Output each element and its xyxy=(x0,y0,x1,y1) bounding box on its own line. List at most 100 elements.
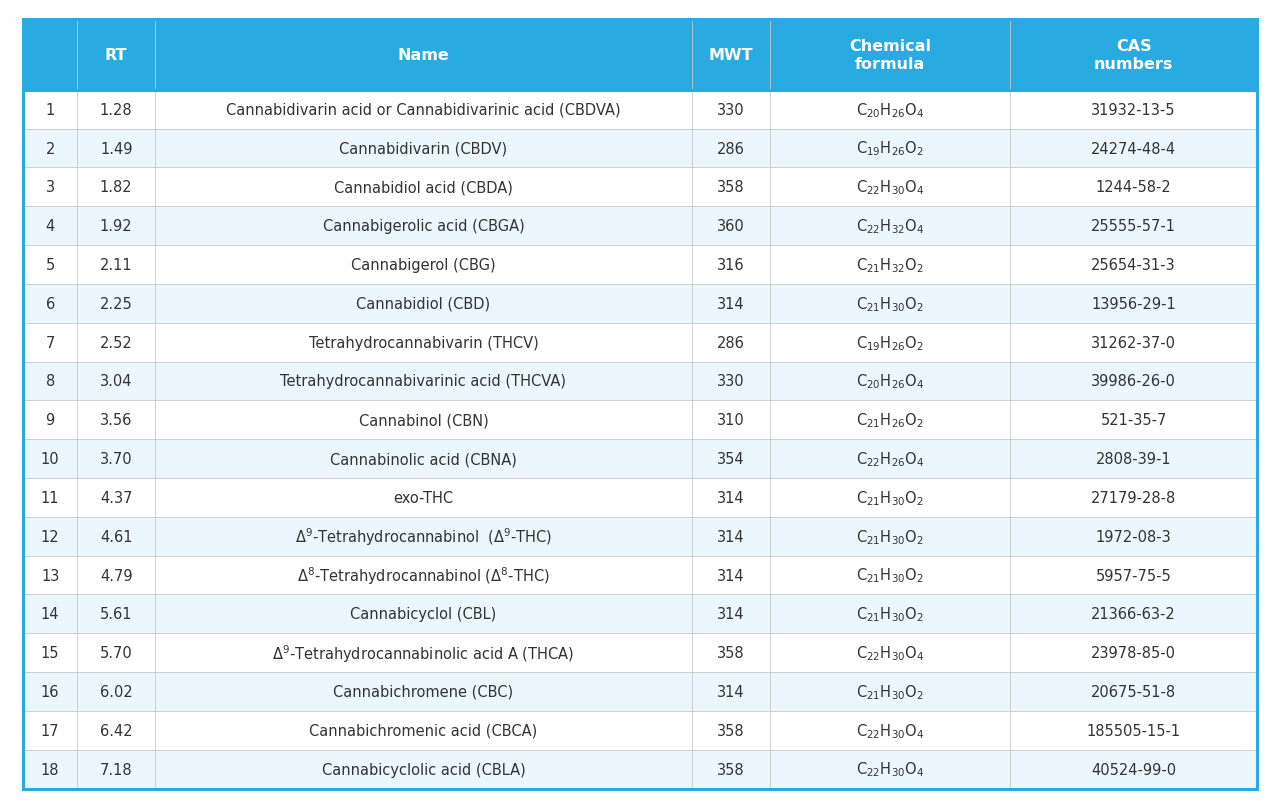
Bar xyxy=(155,517,691,556)
Text: 330: 330 xyxy=(717,374,745,389)
Text: 24274-48-4: 24274-48-4 xyxy=(1091,141,1176,157)
Bar xyxy=(1010,479,1257,517)
Bar xyxy=(155,440,691,479)
Text: 314: 314 xyxy=(717,296,745,312)
Text: 3.56: 3.56 xyxy=(100,413,132,428)
Bar xyxy=(1010,401,1257,440)
Text: 15: 15 xyxy=(41,646,59,660)
Bar xyxy=(77,246,155,284)
Text: 360: 360 xyxy=(717,219,745,234)
Text: RT: RT xyxy=(105,48,128,63)
Text: Cannabicyclol (CBL): Cannabicyclol (CBL) xyxy=(351,606,497,622)
Bar xyxy=(23,324,77,362)
Text: 2.52: 2.52 xyxy=(100,335,133,350)
Bar xyxy=(691,324,769,362)
Text: $\mathregular{C_{21}H_{30}O_{2}}$: $\mathregular{C_{21}H_{30}O_{2}}$ xyxy=(856,683,924,701)
Bar xyxy=(769,324,1010,362)
Text: MWT: MWT xyxy=(708,48,753,63)
Text: 13: 13 xyxy=(41,568,59,583)
Bar xyxy=(691,711,769,750)
Bar xyxy=(769,91,1010,129)
Bar xyxy=(155,401,691,440)
Bar xyxy=(23,169,77,207)
Text: 25654-31-3: 25654-31-3 xyxy=(1092,258,1176,273)
Text: 5957-75-5: 5957-75-5 xyxy=(1096,568,1171,583)
Text: 13956-29-1: 13956-29-1 xyxy=(1091,296,1176,312)
Text: 8: 8 xyxy=(46,374,55,389)
Text: 314: 314 xyxy=(717,684,745,699)
Text: 2.25: 2.25 xyxy=(100,296,133,312)
Text: $\mathregular{C_{21}H_{30}O_{2}}$: $\mathregular{C_{21}H_{30}O_{2}}$ xyxy=(856,488,924,507)
Text: 21366-63-2: 21366-63-2 xyxy=(1091,606,1176,622)
Bar xyxy=(77,324,155,362)
Bar xyxy=(77,129,155,169)
Bar xyxy=(77,169,155,207)
Bar xyxy=(77,750,155,789)
Bar xyxy=(769,711,1010,750)
Bar xyxy=(691,517,769,556)
Text: 316: 316 xyxy=(717,258,745,273)
Bar xyxy=(691,20,769,91)
Text: Cannabidivarin acid or Cannabidivarinic acid (CBDVA): Cannabidivarin acid or Cannabidivarinic … xyxy=(227,103,621,117)
Text: $\mathregular{C_{20}H_{26}O_{4}}$: $\mathregular{C_{20}H_{26}O_{4}}$ xyxy=(856,101,924,120)
Text: Cannabinol (CBN): Cannabinol (CBN) xyxy=(358,413,489,428)
Bar xyxy=(1010,362,1257,401)
Text: 6: 6 xyxy=(46,296,55,312)
Text: 31932-13-5: 31932-13-5 xyxy=(1092,103,1176,117)
Bar xyxy=(155,479,691,517)
Bar xyxy=(769,362,1010,401)
Bar xyxy=(1010,750,1257,789)
Text: 6.42: 6.42 xyxy=(100,723,133,738)
Text: 1: 1 xyxy=(46,103,55,117)
Text: 314: 314 xyxy=(717,491,745,505)
Text: 10: 10 xyxy=(41,451,59,467)
Bar xyxy=(23,672,77,711)
Text: 286: 286 xyxy=(717,335,745,350)
Text: $\mathregular{C_{22}H_{30}O_{4}}$: $\mathregular{C_{22}H_{30}O_{4}}$ xyxy=(856,178,924,197)
Bar xyxy=(155,169,691,207)
Bar xyxy=(1010,246,1257,284)
Bar xyxy=(23,440,77,479)
Text: $\mathregular{C_{19}H_{26}O_{2}}$: $\mathregular{C_{19}H_{26}O_{2}}$ xyxy=(856,140,924,158)
Text: 3.70: 3.70 xyxy=(100,451,133,467)
Bar xyxy=(155,556,691,595)
Text: Cannabicyclolic acid (CBLA): Cannabicyclolic acid (CBLA) xyxy=(321,762,525,777)
Bar xyxy=(769,246,1010,284)
Bar xyxy=(769,672,1010,711)
Text: Chemical
formula: Chemical formula xyxy=(849,39,931,72)
Text: $\mathregular{C_{22}H_{30}O_{4}}$: $\mathregular{C_{22}H_{30}O_{4}}$ xyxy=(856,760,924,778)
Bar xyxy=(77,362,155,401)
Text: $\mathregular{\Delta^8}$-Tetrahydrocannabinol ($\mathregular{\Delta^8}$-THC): $\mathregular{\Delta^8}$-Tetrahydrocanna… xyxy=(297,565,550,586)
Bar xyxy=(1010,672,1257,711)
Bar xyxy=(691,634,769,672)
Bar xyxy=(155,207,691,246)
Bar xyxy=(23,284,77,324)
Bar xyxy=(769,634,1010,672)
Bar xyxy=(1010,91,1257,129)
Bar xyxy=(691,129,769,169)
Bar xyxy=(1010,324,1257,362)
Bar xyxy=(23,750,77,789)
Bar xyxy=(769,517,1010,556)
Bar xyxy=(23,556,77,595)
Bar xyxy=(77,284,155,324)
Text: 7.18: 7.18 xyxy=(100,762,133,777)
Bar xyxy=(155,20,691,91)
Bar xyxy=(769,129,1010,169)
Bar xyxy=(691,479,769,517)
Bar xyxy=(691,91,769,129)
Text: 40524-99-0: 40524-99-0 xyxy=(1091,762,1176,777)
Text: 185505-15-1: 185505-15-1 xyxy=(1087,723,1180,738)
Bar xyxy=(769,440,1010,479)
Bar xyxy=(691,750,769,789)
Text: 4.79: 4.79 xyxy=(100,568,133,583)
Text: 1.49: 1.49 xyxy=(100,141,132,157)
Bar xyxy=(155,324,691,362)
Text: 2.11: 2.11 xyxy=(100,258,133,273)
Bar xyxy=(691,556,769,595)
Bar xyxy=(77,556,155,595)
Text: $\mathregular{C_{21}H_{30}O_{2}}$: $\mathregular{C_{21}H_{30}O_{2}}$ xyxy=(856,295,924,313)
Bar xyxy=(769,207,1010,246)
Bar xyxy=(691,246,769,284)
Bar xyxy=(77,479,155,517)
